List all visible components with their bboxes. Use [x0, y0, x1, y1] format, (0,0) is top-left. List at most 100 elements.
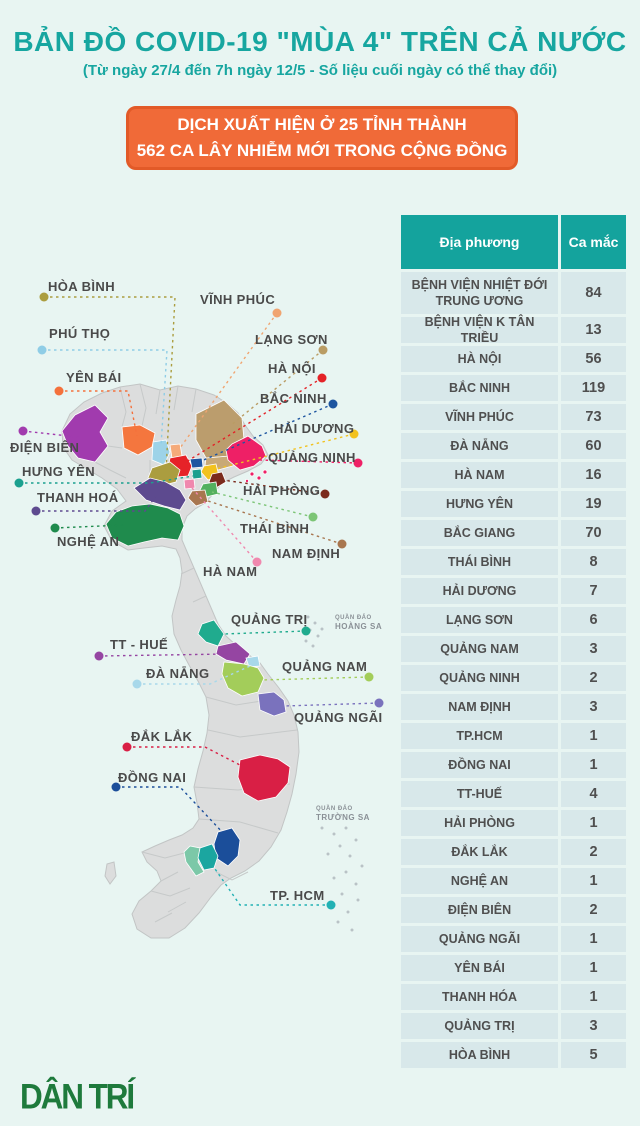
leader-bac-ninh	[198, 403, 334, 463]
map-label-phu-tho: PHÚ THỌ	[49, 326, 111, 341]
table-row: QUẢNG NINH 2	[401, 665, 626, 691]
map-label-quang-ngai: QUẢNG NGÃI	[294, 710, 383, 725]
province-hung-yen	[191, 468, 203, 480]
dot-nghe-an	[50, 523, 60, 533]
leader-ha-noi	[185, 377, 323, 463]
table-row: NGHỆ AN 1	[401, 868, 626, 894]
table-row: TP.HCM 1	[401, 723, 626, 749]
table-row: HƯNG YÊN 19	[401, 491, 626, 517]
leader-da-nang	[137, 665, 251, 685]
dot-hai-duong	[349, 429, 359, 439]
summary-banner: DỊCH XUẤT HIỆN Ở 25 TỈNH THÀNH 562 CA LÂ…	[126, 106, 518, 170]
hoang-sa-label: QUẦN ĐẢO HOÀNG SA	[335, 615, 383, 632]
dot-quang-ngai	[374, 698, 384, 708]
map-label-thai-binh: THÁI BÌNH	[240, 521, 310, 536]
table-row: QUẢNG NAM 3	[401, 636, 626, 662]
leader-dak-lak	[127, 746, 243, 767]
table-row: THÁI BÌNH 8	[401, 549, 626, 575]
table-row: BẮC NINH 119	[401, 375, 626, 401]
leader-hoa-binh	[44, 296, 176, 473]
table-row: BẮC GIANG 70	[401, 520, 626, 546]
table-row: ĐỒNG NAI 1	[401, 752, 626, 778]
province-dak-lak	[237, 754, 291, 802]
dot-lang-son	[318, 345, 328, 355]
province-nam-dinh	[187, 489, 209, 507]
table-row: LẠNG SƠN 6	[401, 607, 626, 633]
leader-quang-ninh	[259, 459, 359, 464]
banner-line-1: DỊCH XUẤT HIỆN Ở 25 TỈNH THÀNH	[177, 114, 467, 134]
dot-hai-phong	[320, 489, 330, 499]
province-phu-tho	[151, 439, 171, 466]
dot-bac-ninh	[328, 399, 338, 409]
dot-thai-binh	[308, 512, 318, 522]
map-label-lang-son: LẠNG SƠN	[255, 332, 328, 347]
dot-nam-dinh	[337, 539, 347, 549]
leader-lang-son	[229, 349, 324, 427]
province-bac-ninh	[189, 457, 204, 469]
table-row: BỆNH VIỆN NHIỆT ĐỚI TRUNG ƯƠNG 84	[401, 272, 626, 314]
dot-ha-noi	[317, 373, 327, 383]
halong-islet	[244, 478, 249, 483]
dot-tt-hue	[94, 651, 104, 661]
leader-hai-duong	[211, 433, 355, 471]
dot-quang-ninh	[353, 458, 363, 468]
map-label-quang-tri: QUẢNG TRỊ	[231, 612, 308, 627]
leader-quang-nam	[261, 676, 370, 681]
halong-islet	[249, 471, 255, 477]
truong-sa-islands	[320, 826, 364, 932]
dot-hung-yen	[14, 478, 24, 488]
leader-hung-yen	[19, 475, 194, 484]
map-label-quang-ninh: QUẢNG NINH	[268, 450, 356, 465]
table-row: QUẢNG TRỊ 3	[401, 1013, 626, 1039]
truong-sa-label: QUẦN ĐẢO TRƯỜNG SA	[316, 806, 370, 823]
dantri-logo: DÂN TRÍ	[20, 1078, 135, 1117]
map-label-tt-hue: TT - HUẾ	[110, 637, 169, 652]
dot-quang-nam	[364, 672, 374, 682]
dot-ha-nam	[252, 557, 262, 567]
hoang-sa-islands	[304, 615, 324, 648]
province-nghe-an	[105, 503, 185, 547]
leader-thanh-hoa	[36, 495, 157, 512]
table-row: TT-HUẾ 4	[401, 781, 626, 807]
table-header-row: Địa phương Ca mắc	[401, 215, 626, 269]
dot-quang-tri	[301, 626, 311, 636]
map-label-hai-duong: HẢI DƯƠNG	[274, 421, 355, 436]
dot-tp-hcm	[326, 900, 336, 910]
map-label-ha-noi: HÀ NỘI	[268, 361, 316, 376]
province-quang-ngai	[257, 691, 287, 717]
table-row: ĐIỆN BIÊN 2	[401, 897, 626, 923]
table-row: HẢI DƯƠNG 7	[401, 578, 626, 604]
col-header-location: Địa phương	[401, 215, 558, 269]
leader-tp-hcm	[212, 865, 331, 906]
map-label-bac-ninh: BẮC NINH	[260, 391, 327, 406]
province-da-nang	[245, 655, 261, 668]
leader-vinh-phuc	[179, 312, 278, 449]
province-ha-nam	[183, 478, 196, 490]
leader-ha-nam	[191, 487, 258, 563]
dot-hoa-binh	[39, 292, 49, 302]
page-title: BẢN ĐỒ COVID-19 "MÙA 4" TRÊN CẢ NƯỚC	[13, 26, 627, 57]
province-quang-ninh	[225, 435, 267, 471]
map-label-hai-phong: HẢI PHÒNG	[243, 483, 321, 498]
table-row: HÒA BÌNH 5	[401, 1042, 626, 1068]
map-label-vinh-phuc: VĨNH PHÚC	[200, 292, 276, 307]
map-label-yen-bai: YÊN BÁI	[66, 370, 122, 385]
province-dong-nai	[213, 827, 241, 867]
cases-table: Địa phương Ca mắc BỆNH VIỆN NHIỆT ĐỚI TR…	[401, 215, 626, 1071]
leader-quang-ngai	[283, 702, 380, 707]
table-row: HẢI PHÒNG 1	[401, 810, 626, 836]
col-header-cases: Ca mắc	[561, 215, 626, 269]
halong-islet	[256, 475, 262, 481]
leader-quang-tri	[223, 630, 307, 635]
phu-quoc-island	[104, 861, 117, 885]
province-quang-nam	[221, 661, 265, 697]
province-yen-bai	[121, 424, 156, 456]
map-label-nghe-an: NGHỆ AN	[57, 534, 120, 549]
map-label-nam-dinh: NAM ĐỊNH	[272, 546, 341, 561]
map-label-hoa-binh: HÒA BÌNH	[48, 279, 115, 294]
map-label-tp-hcm: TP. HCM	[270, 888, 325, 903]
halong-islet	[262, 469, 268, 475]
dot-yen-bai	[54, 386, 64, 396]
inner-borders	[94, 383, 298, 923]
